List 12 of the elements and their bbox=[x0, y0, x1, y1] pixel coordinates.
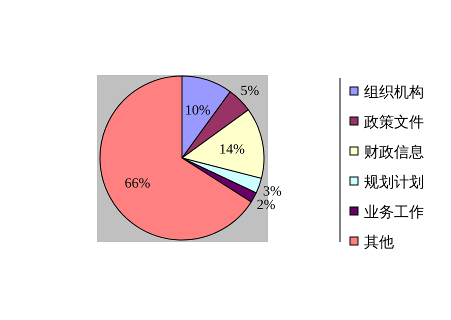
data-label: 10% bbox=[184, 104, 211, 119]
legend-label: 其他 bbox=[364, 234, 394, 251]
data-label: 3% bbox=[262, 184, 282, 200]
legend-label: 规划计划 bbox=[364, 174, 424, 191]
legend-label: 财政信息 bbox=[364, 144, 424, 161]
data-label: 5% bbox=[240, 84, 260, 100]
data-label: 2% bbox=[256, 198, 276, 214]
legend-label: 业务工作 bbox=[364, 204, 424, 221]
legend-label: 政策文件 bbox=[364, 114, 424, 131]
data-label: 66% bbox=[124, 176, 151, 192]
legend-label: 组织机构 bbox=[364, 84, 424, 101]
data-label: 14% bbox=[219, 142, 246, 158]
